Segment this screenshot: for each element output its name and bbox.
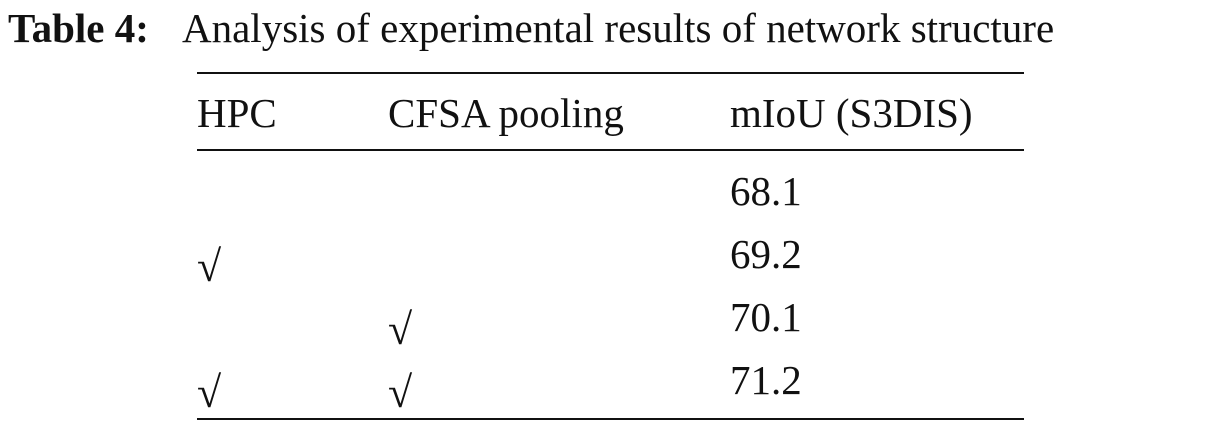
table-cell: 68.1 (730, 168, 802, 214)
check-cell: √ (388, 368, 413, 417)
check-cell: √ (388, 305, 413, 354)
header-cell: CFSA pooling (388, 90, 624, 136)
top-rule (197, 72, 1024, 74)
caption-label: Table 4: (8, 5, 149, 51)
header-cell: mIoU (S3DIS) (730, 90, 973, 136)
mid-rule (197, 149, 1024, 151)
table-cell: 71.2 (730, 357, 802, 403)
check-cell: √ (197, 242, 222, 291)
table-cell: 70.1 (730, 294, 802, 340)
caption-text: Analysis of experimental results of netw… (182, 5, 1055, 51)
check-cell: √ (197, 368, 222, 417)
table-cell: 69.2 (730, 231, 802, 277)
header-cell: HPC (197, 90, 277, 136)
bottom-rule (197, 418, 1024, 420)
